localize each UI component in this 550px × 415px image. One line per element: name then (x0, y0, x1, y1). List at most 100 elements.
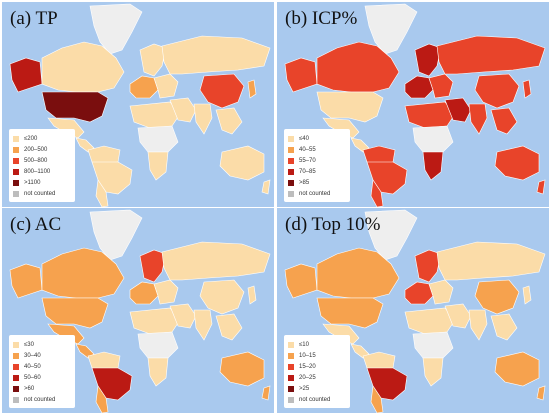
legend-swatch (288, 146, 294, 153)
region-southeast-asia (490, 313, 518, 341)
region-africa-south (147, 151, 169, 181)
legend-item: 10–15 (288, 350, 346, 361)
region-south-america-north (87, 351, 121, 371)
region-europe-north (414, 43, 442, 77)
legend-swatch (288, 179, 294, 186)
region-south-america-north (362, 145, 396, 165)
region-north-america-alaska (9, 57, 43, 93)
region-middle-east (444, 97, 472, 123)
map-legend: ≤200 200–500 500–800 800–1100 >1100 not count… (9, 129, 75, 202)
region-south-america-south (95, 385, 109, 413)
region-australia (494, 145, 540, 181)
legend-label: not counted (299, 190, 331, 197)
legend-label: 55–70 (299, 157, 316, 164)
region-china (474, 279, 520, 315)
legend-label: not counted (24, 190, 56, 197)
legend-label: ≤200 (24, 135, 38, 142)
legend-item: 40–50 (13, 361, 71, 372)
region-south-america-south (370, 179, 384, 207)
legend-label: 40–55 (299, 146, 316, 153)
legend-item: not counted (13, 394, 71, 405)
region-north-america-mexico (47, 117, 85, 139)
legend-swatch (13, 385, 19, 392)
region-china (199, 73, 245, 109)
region-europe-west (129, 75, 159, 99)
region-russia (436, 241, 546, 281)
map-panel-ac: (c) AC ≤30 30–40 40–50 50–60 >60 not counted (2, 208, 274, 413)
region-north-america-mexico (322, 323, 360, 345)
region-africa-south (422, 151, 444, 181)
legend-swatch (13, 352, 19, 359)
legend-item: ≤10 (288, 339, 346, 350)
region-north-america-alaska (284, 57, 318, 93)
legend-label: 500–800 (24, 157, 48, 164)
region-china (199, 279, 245, 315)
region-japan (522, 285, 532, 305)
region-north-america-alaska (9, 263, 43, 299)
legend-swatch (288, 157, 294, 164)
region-middle-east (444, 303, 472, 329)
legend-swatch (13, 341, 19, 348)
legend-swatch (13, 179, 19, 186)
legend-label: >60 (24, 385, 35, 392)
region-north-america-mexico (47, 323, 85, 345)
region-southeast-asia (490, 107, 518, 135)
legend-item: not counted (288, 188, 346, 199)
legend-swatch (13, 135, 19, 142)
legend-label: not counted (299, 396, 331, 403)
legend-label: 10–15 (299, 352, 316, 359)
map-legend: ≤40 40–55 55–70 70–85 >85 not counted (284, 129, 350, 202)
legend-label: ≤30 (24, 341, 34, 348)
legend-label: 50–60 (24, 374, 41, 381)
region-europe-west (129, 281, 159, 305)
region-middle-east (169, 303, 197, 329)
legend-item: 800–1100 (13, 166, 71, 177)
region-north-america-usa (41, 297, 109, 329)
legend-swatch (288, 363, 294, 370)
region-australia (219, 351, 265, 387)
panel-title: (b) ICP% (285, 8, 358, 29)
region-south-america-south (95, 179, 109, 207)
region-russia (436, 35, 546, 75)
map-legend: ≤10 10–15 15–20 20–25 >25 not counted (284, 335, 350, 408)
region-south-america-north (362, 351, 396, 371)
map-panel-icp: (b) ICP% ≤40 40–55 55–70 70–85 >85 not counte… (277, 2, 549, 207)
legend-item: 70–85 (288, 166, 346, 177)
legend-item: >85 (288, 177, 346, 188)
legend-swatch (288, 168, 294, 175)
region-north-america-canada (41, 41, 125, 93)
panel-title: (c) AC (10, 214, 62, 235)
region-new-zealand (261, 179, 271, 195)
legend-swatch (13, 157, 19, 164)
region-europe-west (404, 281, 434, 305)
legend-label: 20–25 (299, 374, 316, 381)
region-north-america-canada (316, 41, 400, 93)
legend-label: ≤10 (299, 341, 309, 348)
region-north-america-usa (41, 91, 109, 123)
region-japan (522, 79, 532, 99)
legend-item: ≤200 (13, 133, 71, 144)
region-north-america-mexico (322, 117, 360, 139)
legend-item: ≤30 (13, 339, 71, 350)
map-panel-top10: (d) Top 10% ≤10 10–15 15–20 20–25 >25 not cou… (277, 208, 549, 413)
legend-label: >85 (299, 179, 310, 186)
legend-label: ≤40 (299, 135, 309, 142)
legend-item: >1100 (13, 177, 71, 188)
region-new-zealand (536, 385, 546, 401)
region-south-america-north (87, 145, 121, 165)
legend-swatch (288, 374, 294, 381)
region-russia (161, 241, 271, 281)
legend-swatch (13, 363, 19, 370)
legend-item: 55–70 (288, 155, 346, 166)
region-india (468, 309, 488, 341)
world-map (2, 208, 274, 413)
legend-swatch (13, 168, 19, 175)
legend-label: not counted (24, 396, 56, 403)
region-africa-south (422, 357, 444, 387)
legend-swatch (288, 352, 294, 359)
region-new-zealand (536, 179, 546, 195)
region-middle-east (169, 97, 197, 123)
legend-swatch (13, 374, 19, 381)
legend-label: 200–500 (24, 146, 48, 153)
legend-label: 15–20 (299, 363, 316, 370)
